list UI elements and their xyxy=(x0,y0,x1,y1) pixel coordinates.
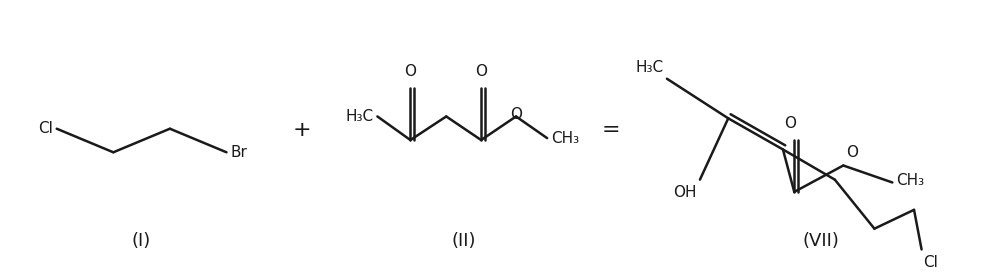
Text: (VII): (VII) xyxy=(802,232,839,250)
Text: (I): (I) xyxy=(132,232,151,250)
Text: =: = xyxy=(602,120,621,140)
Text: Br: Br xyxy=(230,145,247,160)
Text: H₃C: H₃C xyxy=(345,109,374,124)
Text: O: O xyxy=(846,145,858,160)
Text: CH₃: CH₃ xyxy=(896,173,924,188)
Text: O: O xyxy=(475,64,487,79)
Text: (II): (II) xyxy=(452,232,476,250)
Text: OH: OH xyxy=(673,185,696,200)
Text: Cl: Cl xyxy=(38,121,53,136)
Text: +: + xyxy=(293,120,311,140)
Text: O: O xyxy=(404,64,416,79)
Text: O: O xyxy=(784,116,796,131)
Text: H₃C: H₃C xyxy=(635,60,663,75)
Text: CH₃: CH₃ xyxy=(551,131,579,146)
Text: Cl: Cl xyxy=(923,255,938,270)
Text: O: O xyxy=(510,107,522,122)
